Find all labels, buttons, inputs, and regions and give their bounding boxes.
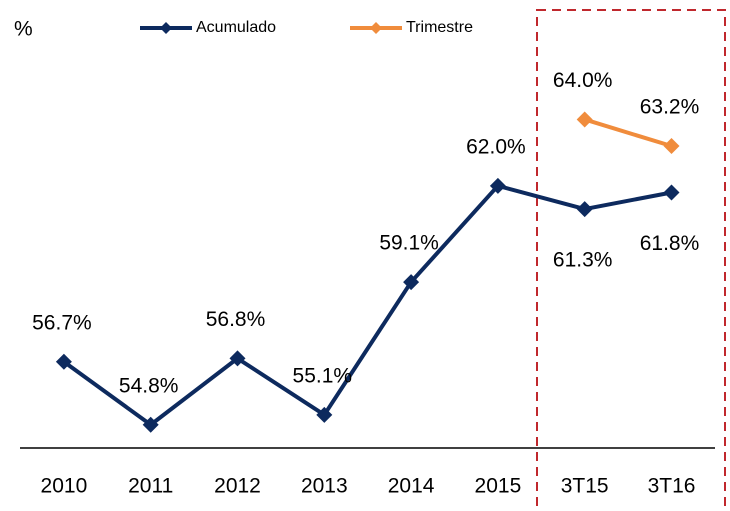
point [403, 274, 420, 291]
x-tick-label: 2015 [475, 475, 522, 498]
point [55, 353, 72, 370]
data-label: 61.8% [640, 232, 700, 255]
point [489, 177, 506, 194]
data-label: 62.0% [466, 135, 526, 158]
series-line [584, 117, 673, 148]
x-tick-label: 2011 [128, 475, 173, 498]
legend-label: Trimestre [406, 19, 473, 36]
data-label: 63.2% [640, 96, 700, 119]
data-label: 56.7% [32, 311, 92, 334]
data-label: 61.3% [553, 249, 613, 272]
point [142, 416, 159, 433]
x-tick-label: 3T15 [561, 475, 609, 498]
point [316, 406, 333, 423]
point [663, 138, 680, 155]
x-tick-label: 3T16 [648, 475, 696, 498]
point [576, 201, 593, 218]
data-label: 55.1% [293, 364, 353, 387]
y-axis-label: % [14, 18, 33, 41]
data-label: 56.8% [206, 308, 266, 331]
series-line [62, 183, 672, 427]
legend-marker [370, 22, 382, 34]
data-label: 64.0% [553, 69, 613, 92]
x-tick-label: 2010 [41, 475, 88, 498]
point [663, 184, 680, 201]
highlight-box [536, 9, 726, 511]
data-label: 54.8% [119, 374, 179, 397]
legend-marker [160, 22, 172, 34]
point [229, 350, 246, 367]
data-label: 59.1% [379, 232, 439, 255]
x-tick-label: 2012 [214, 475, 261, 498]
x-tick-label: 2014 [388, 475, 435, 498]
legend-label: Acumulado [196, 19, 276, 36]
x-tick-label: 2013 [301, 475, 348, 498]
point [576, 111, 593, 128]
